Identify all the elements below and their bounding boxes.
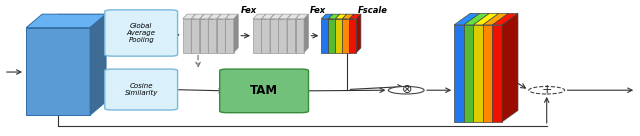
Polygon shape <box>296 19 304 52</box>
Polygon shape <box>349 14 354 52</box>
Polygon shape <box>253 19 262 52</box>
Polygon shape <box>502 13 518 122</box>
Polygon shape <box>26 28 90 115</box>
Polygon shape <box>335 19 342 52</box>
Text: Fex: Fex <box>310 6 326 15</box>
Polygon shape <box>296 14 300 52</box>
Polygon shape <box>262 14 266 52</box>
Polygon shape <box>200 19 208 52</box>
Polygon shape <box>473 13 499 25</box>
Polygon shape <box>287 19 296 52</box>
Polygon shape <box>191 14 196 52</box>
Circle shape <box>529 86 564 94</box>
FancyBboxPatch shape <box>105 69 177 110</box>
Polygon shape <box>296 14 308 19</box>
Polygon shape <box>321 19 328 52</box>
Polygon shape <box>287 14 300 19</box>
Polygon shape <box>304 14 308 52</box>
Polygon shape <box>262 19 270 52</box>
Polygon shape <box>208 19 217 52</box>
Text: $\otimes$: $\otimes$ <box>401 83 412 96</box>
Polygon shape <box>208 14 221 19</box>
Text: TAM: TAM <box>250 84 278 97</box>
Polygon shape <box>225 14 238 19</box>
Text: Fscale: Fscale <box>358 6 388 15</box>
Polygon shape <box>473 25 483 122</box>
FancyBboxPatch shape <box>105 10 177 56</box>
Polygon shape <box>342 19 349 52</box>
Polygon shape <box>321 14 333 19</box>
Polygon shape <box>342 14 347 52</box>
Text: Cosine
Similarity: Cosine Similarity <box>125 83 158 96</box>
Polygon shape <box>200 14 212 19</box>
Text: Fex: Fex <box>241 6 257 15</box>
Polygon shape <box>356 14 361 52</box>
Polygon shape <box>278 14 291 19</box>
Polygon shape <box>464 13 489 25</box>
Polygon shape <box>454 25 464 122</box>
Polygon shape <box>182 14 196 19</box>
Polygon shape <box>328 14 340 19</box>
Polygon shape <box>328 14 333 52</box>
Polygon shape <box>278 14 283 52</box>
Text: Global
Average
Pooling: Global Average Pooling <box>127 23 156 43</box>
Polygon shape <box>26 14 106 28</box>
Polygon shape <box>492 25 502 122</box>
Polygon shape <box>342 14 354 19</box>
Polygon shape <box>200 14 204 52</box>
Polygon shape <box>90 14 106 115</box>
Polygon shape <box>225 14 230 52</box>
Polygon shape <box>454 13 479 25</box>
Polygon shape <box>191 14 204 19</box>
Polygon shape <box>208 14 212 52</box>
FancyBboxPatch shape <box>220 69 308 113</box>
Polygon shape <box>262 14 275 19</box>
Polygon shape <box>270 14 283 19</box>
Polygon shape <box>225 19 234 52</box>
Polygon shape <box>191 19 200 52</box>
Polygon shape <box>217 14 221 52</box>
Polygon shape <box>182 19 191 52</box>
Polygon shape <box>217 14 230 19</box>
Polygon shape <box>270 19 278 52</box>
Polygon shape <box>464 25 473 122</box>
Polygon shape <box>483 25 492 122</box>
Polygon shape <box>217 19 225 52</box>
Polygon shape <box>278 19 287 52</box>
Polygon shape <box>287 14 291 52</box>
Polygon shape <box>483 13 508 25</box>
Circle shape <box>388 86 424 94</box>
Polygon shape <box>349 19 356 52</box>
Polygon shape <box>349 14 361 19</box>
Polygon shape <box>253 14 266 19</box>
Text: $+$: $+$ <box>541 83 552 96</box>
Polygon shape <box>234 14 238 52</box>
Polygon shape <box>270 14 275 52</box>
Polygon shape <box>328 19 335 52</box>
Polygon shape <box>492 13 518 25</box>
Polygon shape <box>335 14 340 52</box>
Polygon shape <box>335 14 347 19</box>
